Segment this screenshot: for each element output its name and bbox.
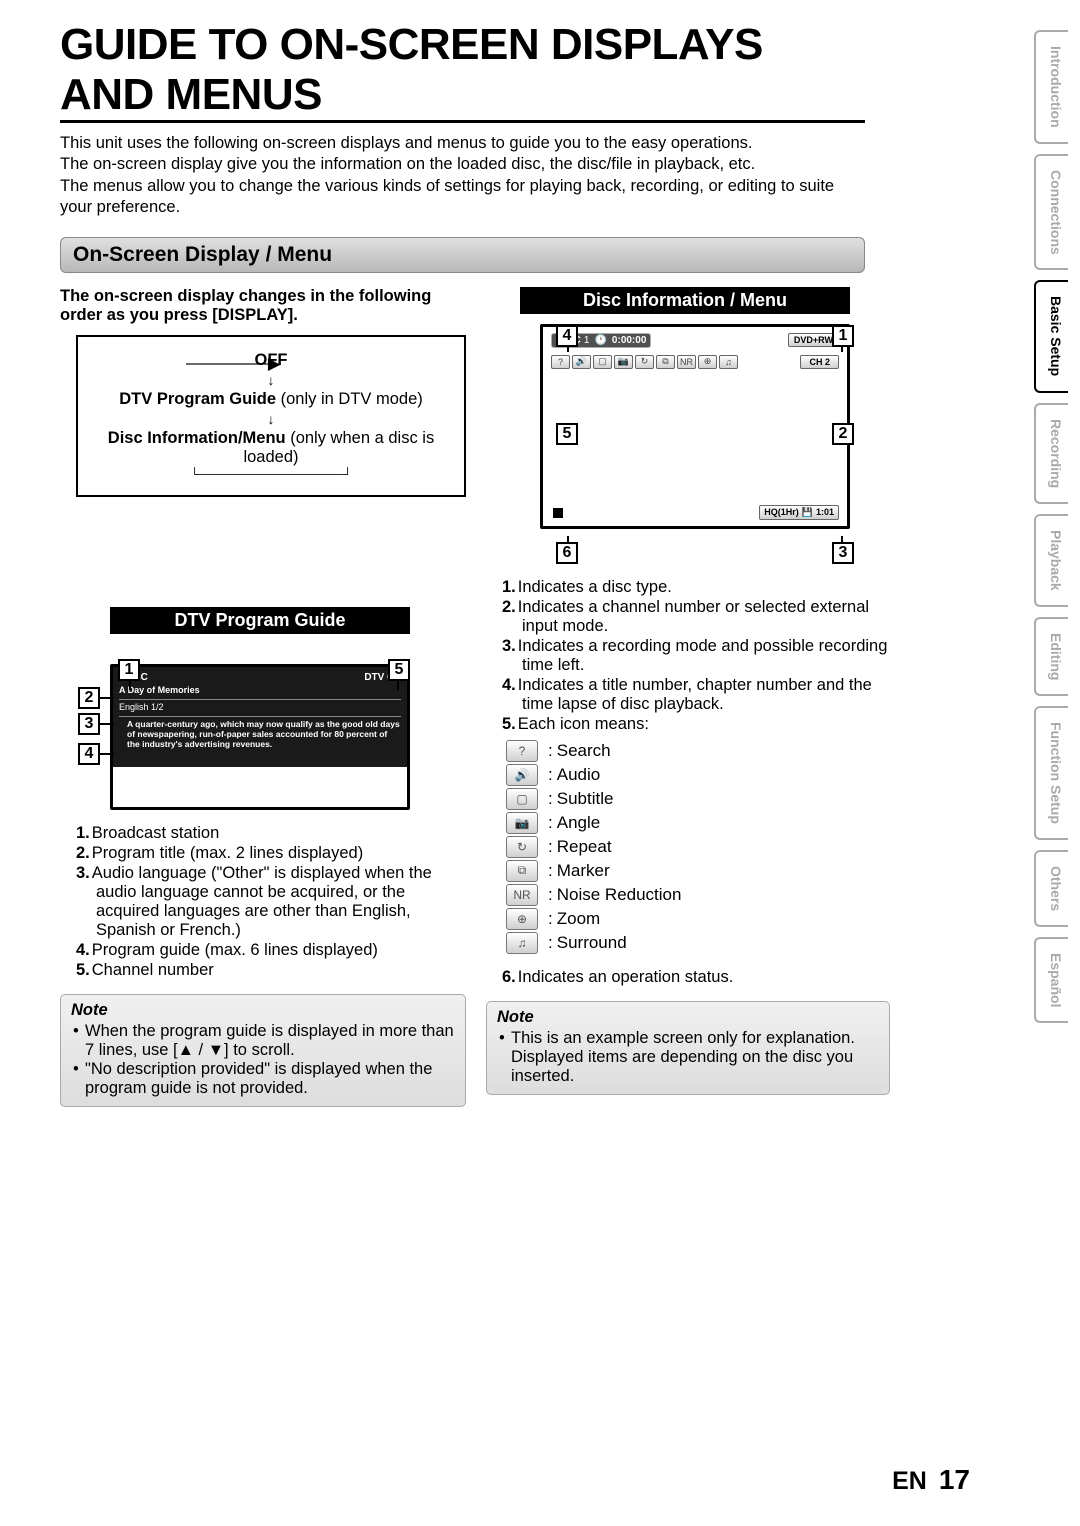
- tab-connections[interactable]: Connections: [1034, 154, 1068, 271]
- repeat-icon: ↻: [635, 355, 654, 369]
- left-column: The on-screen display changes in the fol…: [60, 287, 466, 1107]
- audio-icon: 🔊: [506, 764, 538, 786]
- disc-icon-row: ? 🔊 ▢ 📷 ↻ ⧉ NR ⊕ ♫: [551, 355, 738, 369]
- nr-icon: NR: [506, 884, 538, 906]
- display-flow-diagram: ───────▶ OFF ↓ DTV Program Guide (only i…: [76, 335, 466, 497]
- marker-icon: ⧉: [656, 355, 675, 369]
- section-header: On-Screen Display / Menu: [60, 237, 865, 273]
- tab-editing[interactable]: Editing: [1034, 617, 1068, 696]
- callout-3: 3: [832, 542, 854, 564]
- dtv-note-box: Note When the program guide is displayed…: [60, 994, 466, 1107]
- intro-text: This unit uses the following on-screen d…: [60, 133, 865, 219]
- callout-4: 4: [556, 325, 578, 347]
- order-text: The on-screen display changes in the fol…: [60, 287, 466, 325]
- disc-record-mode: HQ(1Hr) 💾 1:01: [759, 505, 839, 520]
- angle-icon: 📷: [506, 812, 538, 834]
- callout-5: 5: [556, 423, 578, 445]
- repeat-icon: ↻: [506, 836, 538, 858]
- callout-2: 2: [78, 687, 100, 709]
- arrow-down-icon: ↓: [96, 372, 446, 388]
- callout-4: 4: [78, 743, 100, 765]
- zoom-icon: ⊕: [698, 355, 717, 369]
- icon-meaning-list: ? : Search 🔊 : Audio ▢ : Subtitle 📷 : An…: [506, 740, 890, 954]
- intro-line: This unit uses the following on-screen d…: [60, 133, 865, 154]
- callout-1: 1: [118, 659, 140, 681]
- disc-legend-list: Indicates a disc type. Indicates a chann…: [486, 578, 890, 734]
- tab-others[interactable]: Others: [1034, 850, 1068, 927]
- dtv-lang: English 1/2: [119, 702, 401, 712]
- marker-icon: ⧉: [506, 860, 538, 882]
- stop-icon: [553, 508, 563, 518]
- dtv-title: A Day of Memories: [119, 685, 401, 695]
- subtitle-icon: ▢: [506, 788, 538, 810]
- zoom-icon: ⊕: [506, 908, 538, 930]
- disc-legend-list-6: Indicates an operation status.: [486, 968, 890, 987]
- tab-function-setup[interactable]: Function Setup: [1034, 706, 1068, 840]
- disc-channel-badge: CH 2: [800, 355, 839, 369]
- dtv-guide-header: DTV Program Guide: [110, 607, 410, 634]
- callout-6: 6: [556, 542, 578, 564]
- dtv-screen-diagram: KABC DTV 6.1 A Day of Memories English 1…: [60, 664, 460, 810]
- subtitle-icon: ▢: [593, 355, 612, 369]
- search-icon: ?: [506, 740, 538, 762]
- callout-1: 1: [832, 325, 854, 347]
- intro-line: The on-screen display give you the infor…: [60, 154, 865, 175]
- page-number: EN17: [892, 1464, 970, 1496]
- nr-icon: NR: [677, 355, 696, 369]
- disc-note-box: Note This is an example screen only for …: [486, 1001, 890, 1095]
- right-column: Disc Information / Menu T 1 C 1 🕐 0:00:0…: [486, 287, 890, 1107]
- tab-basic-setup[interactable]: Basic Setup: [1034, 280, 1068, 392]
- audio-icon: 🔊: [572, 355, 591, 369]
- angle-icon: 📷: [614, 355, 633, 369]
- dtv-legend-list: Broadcast station Program title (max. 2 …: [60, 824, 466, 980]
- tab-playback[interactable]: Playback: [1034, 514, 1068, 607]
- callout-2: 2: [832, 423, 854, 445]
- disc-screen-diagram: T 1 C 1 🕐 0:00:00 DVD+RW ? 🔊 ▢ 📷: [500, 324, 890, 564]
- callout-5: 5: [388, 659, 410, 681]
- disc-info-header: Disc Information / Menu: [520, 287, 850, 314]
- arrow-down-icon: ↓: [96, 411, 446, 427]
- callout-3: 3: [78, 713, 100, 735]
- surround-icon: ♫: [719, 355, 738, 369]
- page-title: GUIDE TO ON-SCREEN DISPLAYS AND MENUS: [60, 20, 865, 123]
- tab-introduction[interactable]: Introduction: [1034, 30, 1068, 144]
- tab-espanol[interactable]: Español: [1034, 937, 1068, 1023]
- surround-icon: ♫: [506, 932, 538, 954]
- side-tabs: Introduction Connections Basic Setup Rec…: [1034, 30, 1068, 1023]
- search-icon: ?: [551, 355, 570, 369]
- tab-recording[interactable]: Recording: [1034, 403, 1068, 504]
- dtv-desc: A quarter-century ago, which may now qua…: [119, 719, 401, 750]
- intro-line: The menus allow you to change the variou…: [60, 176, 865, 219]
